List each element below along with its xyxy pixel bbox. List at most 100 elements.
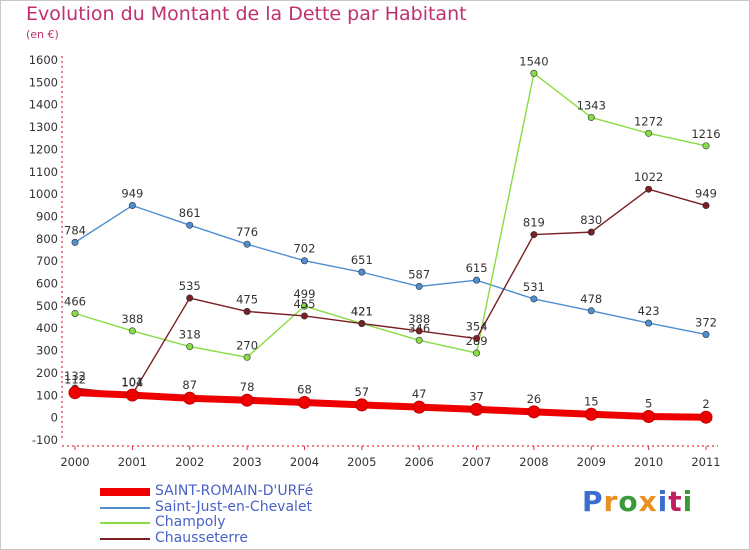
y-tick-label: 200 xyxy=(36,366,58,380)
y-tick-label: 1100 xyxy=(29,165,58,179)
data-label: 1216 xyxy=(691,127,720,141)
data-point xyxy=(71,309,79,317)
data-label: 372 xyxy=(695,315,717,329)
series-line-2 xyxy=(74,72,707,358)
y-tick-label: 1300 xyxy=(29,120,58,134)
y-tick-label: 900 xyxy=(36,209,58,223)
data-label: 421 xyxy=(351,305,373,319)
chart-subtitle: (en €) xyxy=(26,28,59,41)
x-tick-label: 2010 xyxy=(634,455,663,469)
x-tick-label: 2000 xyxy=(60,455,89,469)
data-point xyxy=(530,231,538,239)
data-label: 475 xyxy=(236,292,258,306)
y-tick-label: 300 xyxy=(36,344,58,358)
data-label: 101 xyxy=(121,375,143,389)
legend-label: SAINT-ROMAIN-D'URFé xyxy=(155,483,314,499)
y-tick-label: 1500 xyxy=(29,75,58,89)
data-label: 587 xyxy=(408,267,430,281)
data-point xyxy=(355,398,369,412)
data-point xyxy=(243,353,251,361)
data-point xyxy=(186,343,194,351)
x-tick-label: 2003 xyxy=(232,455,261,469)
data-point xyxy=(587,307,595,315)
logo-letter: r xyxy=(603,485,619,518)
data-point xyxy=(530,295,538,303)
data-label: 651 xyxy=(351,253,373,267)
data-point xyxy=(243,240,251,248)
data-point xyxy=(300,312,308,320)
data-point xyxy=(358,268,366,276)
data-label: 15 xyxy=(584,394,599,408)
data-label: 531 xyxy=(523,280,545,294)
proxiti-logo: Proxiti xyxy=(582,485,693,518)
series-line-1 xyxy=(74,204,707,336)
data-point xyxy=(470,402,484,416)
logo-letter: i xyxy=(682,485,694,518)
data-point xyxy=(128,327,136,335)
data-point xyxy=(415,336,423,344)
x-tick-label: 2009 xyxy=(577,455,606,469)
data-point xyxy=(473,276,481,284)
data-label: 1540 xyxy=(519,54,548,68)
series-line-3 xyxy=(74,188,707,396)
logo-letter: o xyxy=(618,485,639,518)
data-point xyxy=(71,238,79,246)
logo-letter: i xyxy=(657,485,669,518)
data-label: 87 xyxy=(182,378,197,392)
data-point xyxy=(702,202,710,210)
data-label: 57 xyxy=(354,385,369,399)
x-tick-label: 2004 xyxy=(290,455,319,469)
data-point xyxy=(183,391,197,405)
data-point xyxy=(300,257,308,265)
legend-swatch xyxy=(100,507,150,509)
data-label: 830 xyxy=(580,213,602,227)
data-point xyxy=(702,142,710,150)
y-tick-label: 700 xyxy=(36,254,58,268)
data-point xyxy=(240,393,254,407)
data-label: 68 xyxy=(297,382,312,396)
data-label: 1022 xyxy=(634,170,663,184)
data-point xyxy=(702,330,710,338)
data-label: 535 xyxy=(179,279,201,293)
data-label: 5 xyxy=(645,397,652,411)
data-point xyxy=(358,320,366,328)
data-point xyxy=(412,400,426,414)
data-label: 47 xyxy=(412,387,427,401)
data-label: 949 xyxy=(695,187,717,201)
data-label: 499 xyxy=(293,287,315,301)
data-point xyxy=(473,335,481,343)
data-point xyxy=(243,307,251,315)
data-label: 861 xyxy=(179,206,201,220)
y-tick-label: 800 xyxy=(36,232,58,246)
x-tick-label: 2007 xyxy=(462,455,491,469)
legend-label: Saint-Just-en-Chevalet xyxy=(155,499,313,515)
data-label: 132 xyxy=(64,369,86,383)
x-tick-label: 2011 xyxy=(691,455,720,469)
data-label: 421 xyxy=(351,305,373,319)
data-label: 478 xyxy=(580,292,602,306)
x-tick-label: 2008 xyxy=(519,455,548,469)
data-label: 388 xyxy=(408,312,430,326)
data-label: 455 xyxy=(293,297,315,311)
data-point xyxy=(415,327,423,335)
x-tick-label: 2002 xyxy=(175,455,204,469)
y-tick-label: 0 xyxy=(51,411,58,425)
data-label: 270 xyxy=(236,338,258,352)
data-point xyxy=(415,282,423,290)
y-tick-label: -100 xyxy=(32,433,58,447)
data-label: 318 xyxy=(179,328,201,342)
data-point xyxy=(645,185,653,193)
data-point xyxy=(297,395,311,409)
legend-label: Chausseterre xyxy=(155,530,248,546)
data-point xyxy=(186,294,194,302)
y-tick-label: 1200 xyxy=(29,142,58,156)
chart-title: Evolution du Montant de la Dette par Hab… xyxy=(26,3,467,25)
logo-letter: x xyxy=(638,485,658,518)
data-label: 423 xyxy=(638,304,660,318)
data-label: 2 xyxy=(702,397,709,411)
data-point xyxy=(68,386,82,400)
data-label: 702 xyxy=(293,242,315,256)
data-label: 776 xyxy=(236,225,258,239)
data-point xyxy=(530,69,538,77)
